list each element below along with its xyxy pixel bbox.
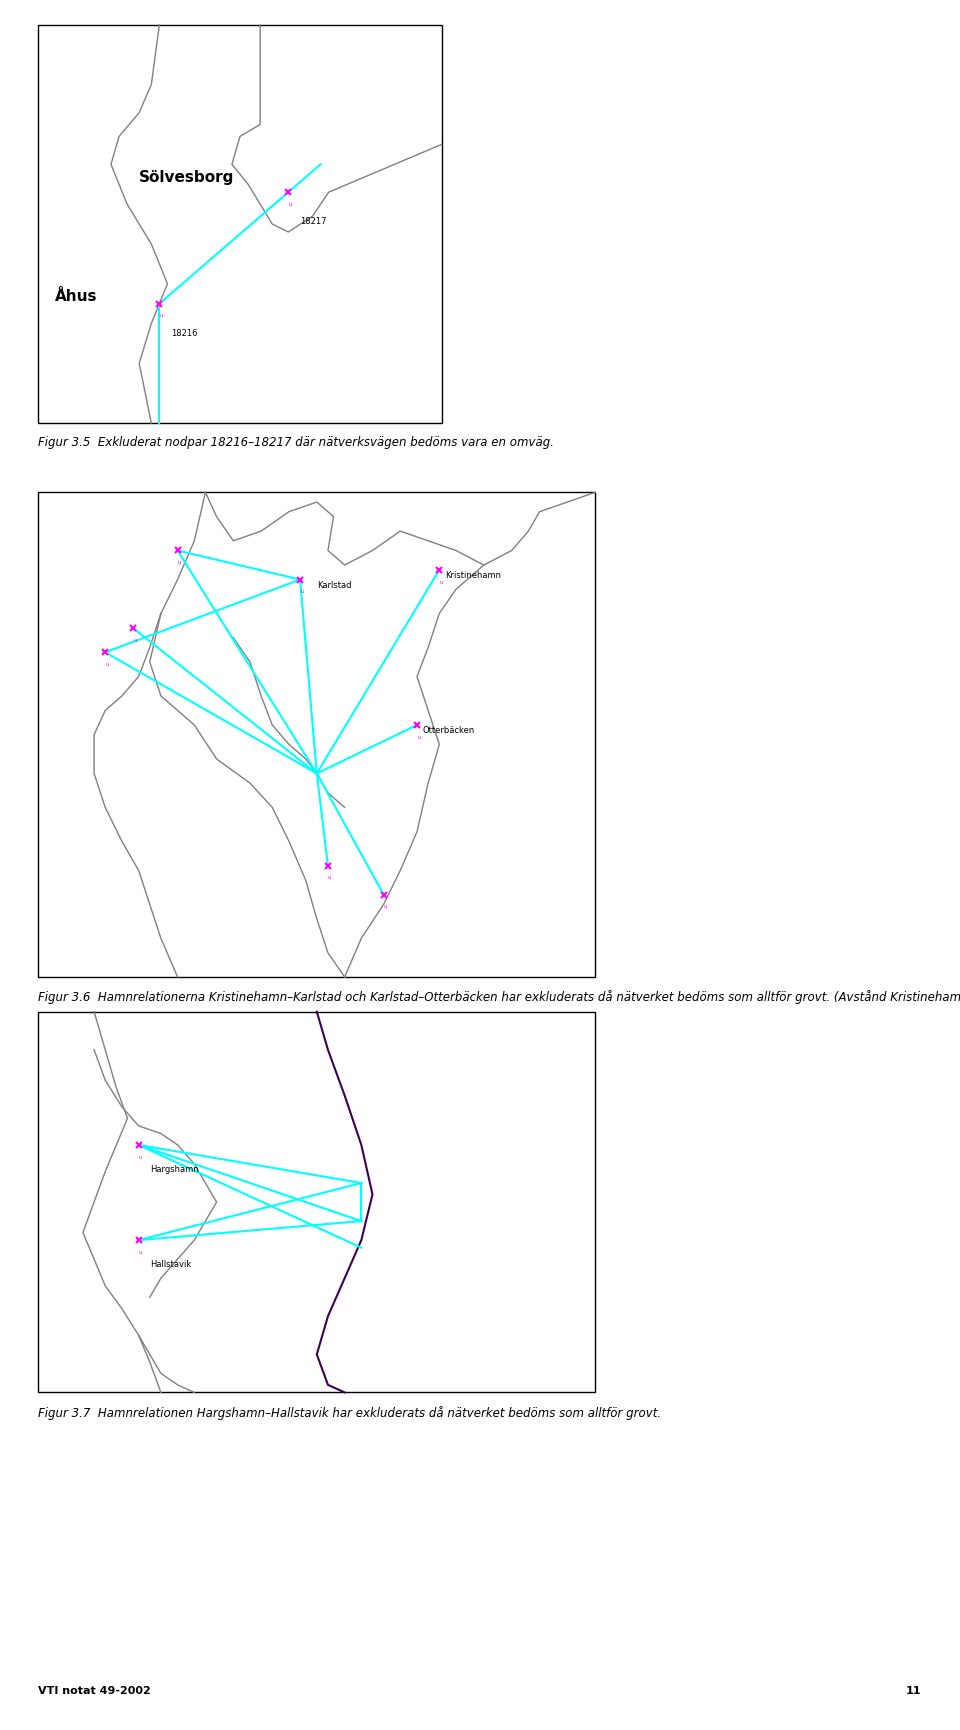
Text: Figur 3.7  Hamnrelationen Hargshamn–Hallstavik har exkluderats då nätverket bedö: Figur 3.7 Hamnrelationen Hargshamn–Halls… xyxy=(38,1405,661,1419)
Text: u: u xyxy=(133,637,136,642)
Text: u: u xyxy=(384,903,387,908)
Text: Sölvesborg: Sölvesborg xyxy=(139,170,234,185)
Text: u: u xyxy=(178,561,181,564)
Text: 11: 11 xyxy=(906,1685,922,1695)
Text: Hargshamn: Hargshamn xyxy=(150,1164,199,1173)
Text: 18217: 18217 xyxy=(300,216,327,227)
Text: VTI notat 49-2002: VTI notat 49-2002 xyxy=(38,1685,151,1695)
Text: Hallstavik: Hallstavik xyxy=(150,1259,191,1268)
Text: u: u xyxy=(106,661,108,666)
Text: Figur 3.6  Hamnrelationerna Kristinehamn–Karlstad och Karlstad–Otterbäcken har e: Figur 3.6 Hamnrelationerna Kristinehamn–… xyxy=(38,990,960,1003)
Text: Åhus: Åhus xyxy=(55,289,97,304)
Text: u: u xyxy=(159,313,163,318)
Text: Figur 3.5  Exkluderat nodpar 18216–18217 där nätverksvägen bedöms vara en omväg.: Figur 3.5 Exkluderat nodpar 18216–18217 … xyxy=(38,436,555,450)
Text: 18216: 18216 xyxy=(172,329,198,337)
Text: Otterbäcken: Otterbäcken xyxy=(422,725,475,735)
Text: u: u xyxy=(138,1154,142,1159)
Text: u: u xyxy=(138,1249,142,1254)
Text: u: u xyxy=(328,875,331,879)
Bar xyxy=(38,26,442,424)
Text: Karlstad: Karlstad xyxy=(317,580,351,590)
Text: u: u xyxy=(417,734,420,739)
Text: u: u xyxy=(288,202,292,206)
Text: Kristinehamn: Kristinehamn xyxy=(444,571,501,580)
Text: u: u xyxy=(440,580,443,585)
Text: u: u xyxy=(300,588,303,593)
Bar xyxy=(38,493,595,977)
Bar xyxy=(38,1012,595,1393)
